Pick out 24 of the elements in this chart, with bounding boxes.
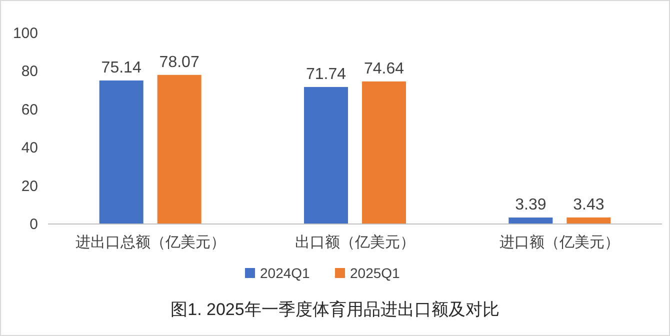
bar [508, 218, 553, 224]
bar [362, 81, 406, 224]
bar [304, 86, 348, 224]
y-tick-label: 20 [21, 178, 38, 195]
x-tick-label: 出口额（亿美元） [295, 234, 415, 251]
data-label: 78.07 [159, 54, 200, 71]
x-tick-label: 进口额（亿美元） [500, 234, 620, 251]
data-label: 3.39 [515, 196, 546, 214]
y-tick-label: 60 [21, 101, 38, 118]
data-label: 74.64 [364, 60, 404, 78]
bar [99, 80, 144, 224]
text: 图1. 2025年一季度体育用品进出口额及对比 [170, 300, 500, 319]
bar [157, 74, 202, 224]
legend-label: 2024Q1 [260, 265, 310, 281]
data-label: 71.74 [306, 66, 346, 83]
y-tick-label: 80 [21, 63, 38, 80]
bar [566, 217, 611, 224]
y-tick-label: 0 [30, 216, 38, 233]
data-label: 75.14 [101, 59, 142, 76]
y-tick-label: 100 [12, 25, 38, 42]
legend-label: 2025Q1 [350, 265, 400, 281]
x-tick-label: 进出口总额（亿美元） [75, 234, 226, 251]
y-tick-label: 40 [21, 140, 38, 157]
data-label: 3.43 [573, 196, 604, 214]
